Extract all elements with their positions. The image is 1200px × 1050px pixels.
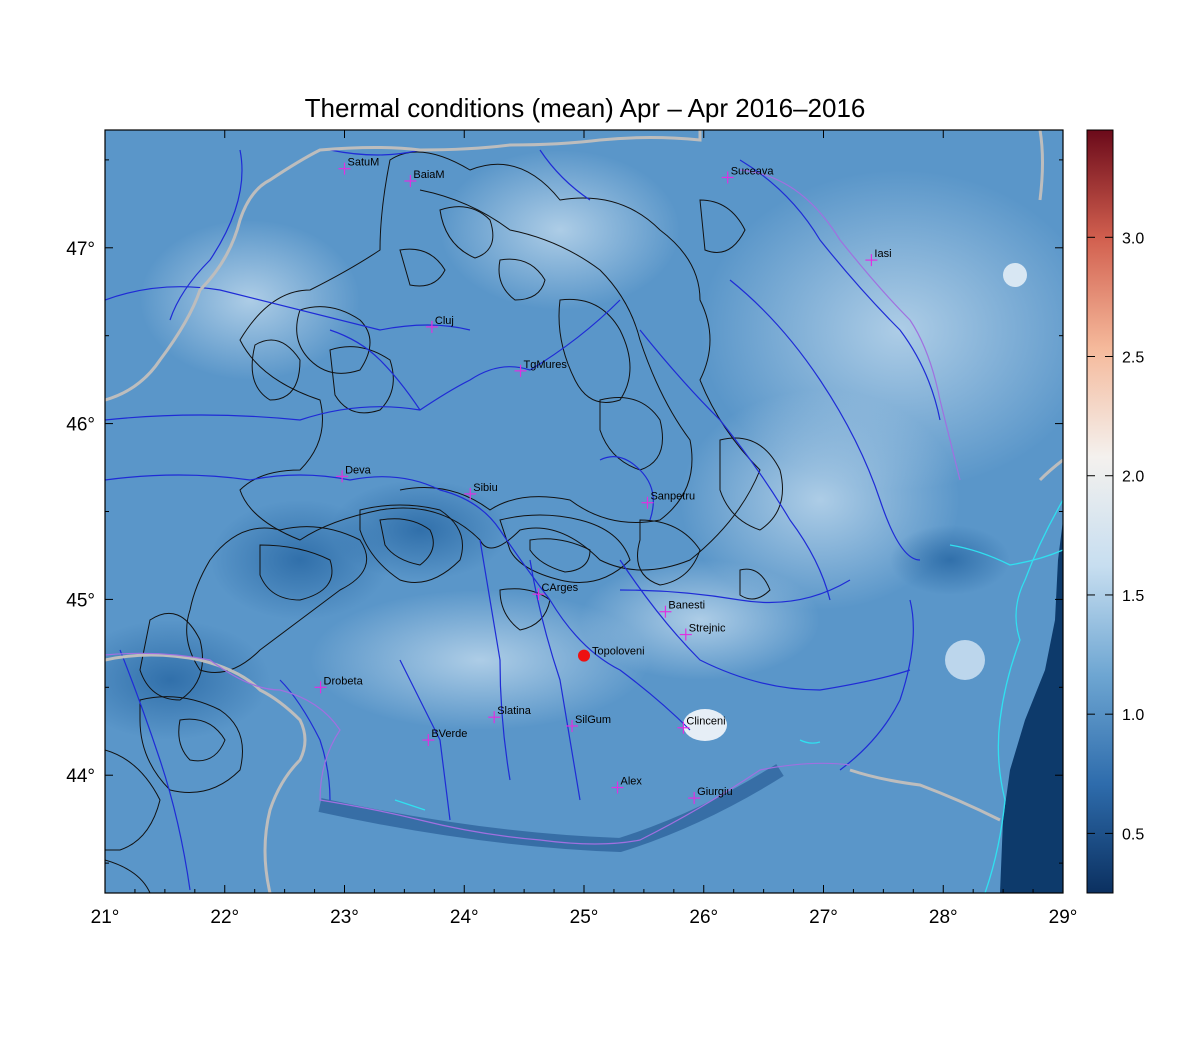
station-marker: BVerde <box>422 728 467 747</box>
station-marker: Cluj <box>425 315 454 333</box>
station-marker: CArges <box>532 582 579 601</box>
station-marker: Deva <box>336 464 372 483</box>
station-markers: SatuM BaiaM Suceava Iasi Cluj TgMures Deva Sibi… <box>314 157 892 805</box>
station-label: Alex <box>621 776 643 788</box>
station-label: Strejnic <box>689 623 726 635</box>
station-label: CArges <box>541 582 578 594</box>
black-sea <box>1000 520 1063 893</box>
colorbar-tick-label: 0.5 <box>1122 826 1144 843</box>
station-label: Cluj <box>435 315 454 327</box>
colorbar-tick-label: 1.0 <box>1122 707 1144 724</box>
highlight-station-label: Topoloveni <box>592 646 645 658</box>
lon-tick-label: 22° <box>210 907 239 928</box>
station-marker: Sibiu <box>464 482 498 500</box>
station-label: Suceava <box>731 165 775 177</box>
station-marker: Suceava <box>721 165 775 184</box>
country-borders <box>105 130 1063 893</box>
rivers <box>105 149 941 891</box>
colorbar-ramp <box>1087 130 1113 893</box>
map-frame: 21° 22° 23° 24° 25° 26° 27° 28° 29° 44° 45° 46° 47° <box>66 129 1078 928</box>
lon-tick-label: 29° <box>1049 907 1078 928</box>
station-label: BVerde <box>431 728 467 740</box>
elevation-contours <box>105 151 783 893</box>
station-label: Iasi <box>874 248 891 260</box>
colorbar-tick-label: 1.5 <box>1122 588 1144 605</box>
station-marker: Sanpetru <box>641 491 695 509</box>
station-label: Sanpetru <box>650 491 695 503</box>
station-marker: Strejnic <box>679 623 726 641</box>
lon-tick-label: 23° <box>330 907 359 928</box>
lat-tick-label: 45° <box>66 590 95 611</box>
highlight-station-marker <box>578 649 590 662</box>
colorbar-tick-label: 3.0 <box>1122 230 1144 247</box>
station-marker: Banesti <box>659 600 705 618</box>
coast-and-lakes <box>394 499 1063 893</box>
station-label: Giurgiu <box>697 786 732 798</box>
station-marker: Giurgiu <box>688 786 733 805</box>
station-marker: Slatina <box>488 705 532 724</box>
map-plot-area: SatuM BaiaM Suceava Iasi Cluj TgMures Deva Sibi… <box>105 130 1063 893</box>
station-marker: TgMures <box>514 359 568 377</box>
lon-tick-label: 24° <box>450 907 479 928</box>
romania-border <box>105 169 961 845</box>
station-label: Sibiu <box>473 482 497 494</box>
lon-tick-label: 25° <box>570 907 599 928</box>
lon-tick-label: 21° <box>91 907 120 928</box>
map-title: Thermal conditions (mean) Apr – Apr 2016… <box>305 93 866 123</box>
station-label: BaiaM <box>413 169 444 181</box>
station-label: SilGum <box>575 714 611 726</box>
colorbar-tick-label: 2.0 <box>1122 469 1144 486</box>
station-marker: SatuM <box>338 157 380 175</box>
station-marker: SilGum <box>566 714 611 732</box>
station-label: TgMures <box>524 359 568 371</box>
station-marker: Alex <box>611 776 643 794</box>
station-label: Drobeta <box>324 675 364 687</box>
station-marker: Drobeta <box>314 675 364 694</box>
lon-tick-label: 26° <box>689 907 718 928</box>
station-label: Clinceni <box>686 716 725 728</box>
lat-tick-label: 46° <box>66 415 95 436</box>
station-marker: BaiaM <box>404 169 445 187</box>
station-marker: Clinceni <box>677 716 726 734</box>
colorbar-ticks: 0.5 1.0 1.5 2.0 2.5 3.0 <box>1087 230 1144 843</box>
longitude-ticks: 21° 22° 23° 24° 25° 26° 27° 28° 29° <box>91 130 1078 928</box>
lat-tick-label: 47° <box>66 239 95 260</box>
station-label: Slatina <box>497 705 532 717</box>
latitude-ticks: 44° 45° 46° 47° <box>66 159 1063 864</box>
lon-tick-label: 27° <box>809 907 838 928</box>
lon-tick-label: 28° <box>929 907 958 928</box>
station-label: Banesti <box>668 600 705 612</box>
colorbar: 0.5 1.0 1.5 2.0 2.5 3.0 <box>1086 129 1144 894</box>
colorbar-tick-label: 2.5 <box>1122 350 1144 367</box>
station-marker: Iasi <box>865 248 892 267</box>
thermal-field-shading <box>105 150 1063 893</box>
station-label: Deva <box>345 464 372 476</box>
station-label: SatuM <box>348 157 380 169</box>
lat-tick-label: 44° <box>66 766 95 787</box>
